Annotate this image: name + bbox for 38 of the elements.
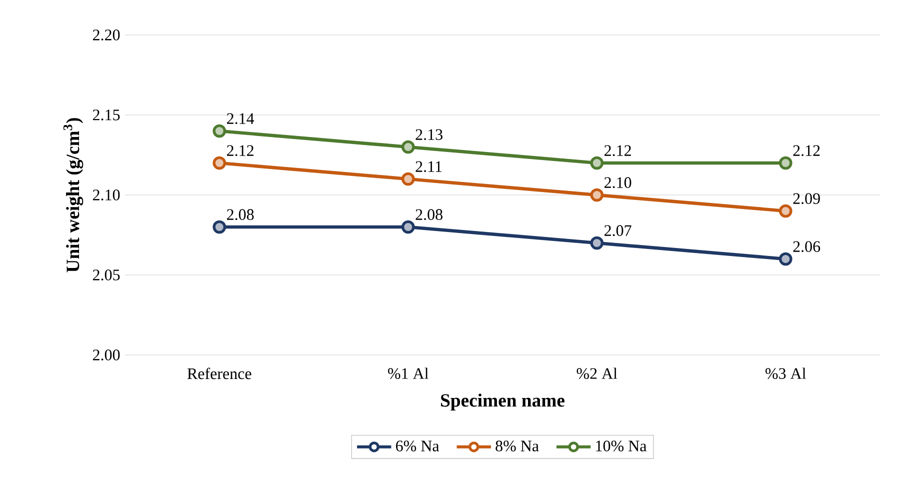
- legend-label: 10% Na: [596, 440, 647, 452]
- data-label: 2.08: [227, 209, 254, 220]
- point: [401, 220, 415, 234]
- point: [212, 124, 226, 138]
- legend-label: 8% Na: [496, 440, 539, 452]
- point: [778, 204, 792, 218]
- x-tick-label: Reference: [187, 368, 252, 380]
- data-label: 2.10: [604, 177, 632, 188]
- data-label: 2.14: [227, 113, 254, 124]
- text: Unit weight (g/cm$^{3}$): [63, 118, 84, 272]
- point: [590, 188, 604, 202]
- y-tick-label: 2.10: [93, 190, 120, 200]
- x-tick-label: %3 Al: [766, 368, 806, 380]
- point: [590, 236, 604, 250]
- y-tick-label: 2.05: [93, 270, 120, 280]
- data-label: 2.09: [793, 193, 820, 204]
- data-label: 2.13: [416, 129, 442, 140]
- data-label: 2.06: [793, 241, 820, 252]
- point: [401, 172, 415, 186]
- y-tick-label: 2.00: [93, 350, 120, 360]
- data-label: 2.11: [416, 161, 442, 172]
- legend-label: 6% Na: [396, 440, 440, 452]
- data-label: 2.07: [604, 225, 632, 236]
- point: [212, 220, 226, 234]
- point: [778, 156, 792, 170]
- x-tick-label: %1 Al: [388, 368, 428, 380]
- y-tick-label: 2.15: [93, 110, 120, 120]
- data-label: 2.08: [416, 209, 442, 220]
- data-label: 2.12: [227, 145, 254, 156]
- data-label: 2.12: [604, 145, 631, 156]
- data-label: 2.12: [793, 145, 820, 156]
- point: [778, 252, 792, 266]
- x-tick-label: %2 Al: [576, 368, 618, 380]
- point: [401, 140, 415, 154]
- x-axis-title: Specimen name: [441, 394, 564, 411]
- point: [590, 156, 604, 170]
- y-tick-label: 2.20: [93, 30, 120, 40]
- point: [212, 156, 226, 170]
